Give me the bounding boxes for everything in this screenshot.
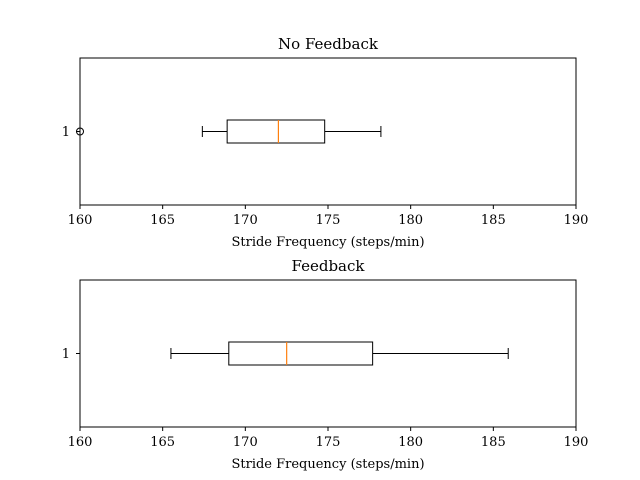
chart-title: No Feedback xyxy=(278,35,379,53)
x-tick-label: 190 xyxy=(564,213,589,228)
x-axis-label: Stride Frequency (steps/min) xyxy=(231,235,424,250)
y-tick-label: 1 xyxy=(62,125,70,140)
x-tick-label: 190 xyxy=(564,435,589,450)
x-tick-label: 185 xyxy=(481,435,506,450)
x-tick-label: 165 xyxy=(150,213,175,228)
panel-feedback: Feedback 160 165 170 175 180 185 190 Stride Freq… xyxy=(62,257,589,472)
box-iqr xyxy=(226,119,326,144)
x-tick-label: 175 xyxy=(316,213,341,228)
chart-title: Feedback xyxy=(292,257,366,275)
x-tick-label: 160 xyxy=(68,213,93,228)
x-tick-label: 180 xyxy=(398,435,423,450)
x-tick-label: 170 xyxy=(233,435,258,450)
x-tick-label: 180 xyxy=(398,213,423,228)
y-tick-label: 1 xyxy=(62,347,70,362)
x-tick-label: 175 xyxy=(316,435,341,450)
flier-point xyxy=(76,127,84,136)
x-tick-label: 160 xyxy=(68,435,93,450)
box-iqr xyxy=(228,341,374,366)
x-tick-label: 170 xyxy=(233,213,258,228)
x-tick-label: 165 xyxy=(150,435,175,450)
x-tick-label: 185 xyxy=(481,213,506,228)
panel-no-feedback: No Feedback 160 165 170 175 180 185 190 Stride F… xyxy=(62,35,589,250)
x-axis-label: Stride Frequency (steps/min) xyxy=(231,457,424,472)
